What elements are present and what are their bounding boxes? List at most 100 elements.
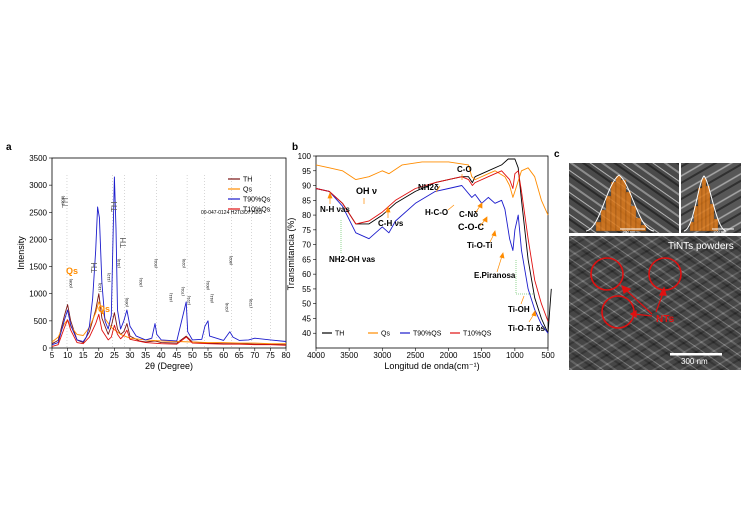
xrd-x-tick-label: 60 (219, 351, 228, 360)
ftir-annotation-coc: C-O-C (458, 222, 484, 232)
ftir-x-tick-label: 1500 (473, 351, 491, 360)
ftir-annotation-oh-v: OH ν (356, 186, 377, 196)
xrd-y-tick-label: 3500 (29, 154, 47, 163)
sem-highlight-circle-1 (590, 257, 624, 291)
ftir-annotation-cn: C-Nδ (459, 210, 478, 219)
ftir-y-tick-label: 80 (302, 211, 311, 220)
xrd-y-tick-label: 2500 (29, 208, 47, 217)
xrd-x-tick-label: 75 (266, 351, 275, 360)
ftir-annotation-nh2: NH2δ (418, 183, 439, 192)
ftir-chart: b 4000 3500 3000 2500 2000 1500 1000 500 40 45 50… (286, 142, 555, 371)
xrd-x-tick-label: 80 (282, 351, 291, 360)
ftir-annotation-tioti: Ti-O-Ti (467, 241, 492, 250)
xrd-x-tick-label: 40 (157, 351, 166, 360)
xrd-x-tick-label: 25 (110, 351, 119, 360)
xrd-x-tick-label: 70 (250, 351, 259, 360)
ftir-y-ticks: 40 45 50 55 60 65 70 75 80 85 90 95 100 (298, 152, 316, 338)
xrd-x-tick-label: 65 (235, 351, 244, 360)
ftir-x-axis-label: Longitud de onda(cm⁻¹) (384, 361, 479, 371)
sem-panel: c 100 nm (554, 149, 741, 370)
xrd-x-tick-label: 15 (79, 351, 88, 360)
xrd-y-tick-label: 1000 (29, 290, 47, 299)
xrd-x-tick-label: 50 (188, 351, 197, 360)
ftir-y-tick-label: 75 (302, 226, 311, 235)
xrd-series (51, 176, 287, 347)
ftir-y-tick-label: 60 (302, 270, 311, 279)
ftir-plot-frame (315, 155, 549, 349)
scale-bar-main (670, 353, 722, 356)
ftir-x-tick-label: 2500 (407, 351, 425, 360)
ftir-series-line-t90qs (315, 185, 549, 334)
sem-inset-left: 100 nm (569, 163, 679, 234)
xrd-reference-label: 00-047-0124 H2Ti3O7.H2O (201, 210, 262, 216)
miller-801: (801) (205, 280, 210, 290)
xrd-x-tick-label: 20 (94, 351, 103, 360)
ftir-y-axis-label: Transmitancia (%) (286, 218, 296, 291)
scale-bar-inset-right-label: 100 nm (713, 229, 727, 234)
miller-811: (811) (209, 293, 214, 303)
sem-main-texture (569, 236, 741, 370)
xrd-annotation-th-3: TH (110, 201, 119, 212)
xrd-reference-lines (66, 175, 271, 348)
xrd-y-ticks: 0 500 1000 1500 2000 2500 3000 3500 (29, 154, 52, 353)
ftir-legend-label: T90%QS (413, 331, 442, 338)
ftir-series (315, 158, 552, 334)
ftir-annotation-co: C-O (457, 165, 472, 174)
xrd-x-tick-label: 45 (172, 351, 181, 360)
miller-060: (060) (124, 297, 129, 307)
miller-112: (112) (106, 272, 111, 282)
ftir-annotation-arrows (327, 174, 537, 323)
xrd-y-tick-label: 500 (34, 317, 48, 326)
ftir-annotation-tioti-ds: Ti-O-Ti δs (508, 324, 546, 333)
scale-bar-inset-left-label: 100 nm (622, 229, 636, 234)
ftir-y-tick-label: 70 (302, 241, 311, 250)
panel-label-a: a (6, 142, 12, 153)
miller-701: (701) (180, 286, 185, 296)
miller-200: (200) (60, 195, 65, 205)
histogram-right (689, 177, 719, 232)
xrd-y-axis-label: Intensity (16, 236, 26, 270)
scale-bar-main-label: 300 nm (681, 357, 708, 366)
miller-221: (221) (186, 295, 191, 305)
xrd-y-tick-label: 2000 (29, 235, 47, 244)
histogram-right-fit (683, 175, 727, 232)
sem-title: TiNTs powders (668, 241, 734, 252)
xrd-annotation-th-2: TH (90, 262, 99, 273)
ftir-legend-label: Qs (381, 331, 390, 338)
ftir-annotation-tioh: Ti-OH (508, 305, 530, 314)
ftir-legend-label: T10%QS (463, 331, 492, 338)
sem-inset-right: 100 nm (681, 163, 741, 234)
xrd-legend: TH Qs T90%Qs T10%Qs (228, 177, 271, 214)
ftir-legend: TH Qs T90%QS T10%QS (322, 331, 492, 338)
miller-802: (802) (228, 255, 233, 265)
ftir-series-line-th (315, 158, 552, 334)
xrd-x-tick-label: 35 (141, 351, 150, 360)
xrd-legend-label: T90%Qs (243, 197, 271, 204)
xrd-annotation-qs-2: Qs (98, 304, 110, 314)
histogram-left-fit (585, 174, 655, 232)
xrd-plot-frame (51, 157, 287, 349)
xrd-y-tick-label: 3000 (29, 181, 47, 190)
miller-110: (110) (97, 282, 102, 292)
panel-label-b: b (292, 142, 298, 153)
ftir-series-line-qs (315, 161, 549, 216)
sem-label-nts: NTs (656, 314, 675, 325)
ftir-y-tick-label: 85 (302, 196, 311, 205)
miller-411: (411) (168, 292, 173, 302)
xrd-annotation-th-4: TH (119, 237, 128, 248)
xrd-annotation-th-1: TH (61, 197, 70, 208)
ftir-x-tick-label: 2000 (440, 351, 458, 360)
panel-label-c: c (554, 149, 560, 160)
xrd-x-tick-label: 10 (63, 351, 72, 360)
ftir-x-tick-label: 3000 (373, 351, 391, 360)
ftir-y-tick-label: 50 (302, 300, 311, 309)
xrd-x-tick-label: 5 (50, 351, 55, 360)
xrd-x-tick-label: 55 (204, 351, 213, 360)
miller-301: (301) (138, 277, 143, 287)
ftir-legend-label: TH (335, 331, 344, 338)
ftir-y-tick-label: 90 (302, 182, 311, 191)
ftir-annotation-nh-vas: N-H νas (320, 205, 350, 214)
sem-main: TiNTs powders NTs 300 nm (569, 236, 741, 370)
miller-310: (310) (116, 258, 121, 268)
